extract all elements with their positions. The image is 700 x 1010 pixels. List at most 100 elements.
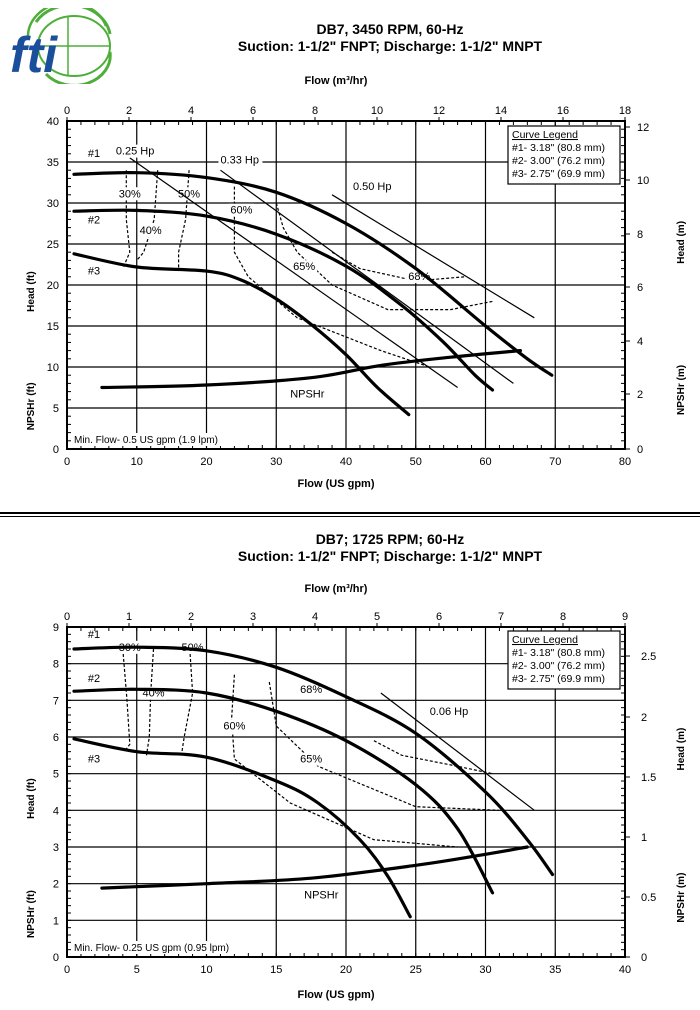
y2-axis-label-npshr: NPSHr (m) xyxy=(676,873,687,923)
right-tick-label: 8 xyxy=(637,229,643,241)
legend-title: Curve Legend xyxy=(512,634,578,646)
curve-legend: Curve Legend#1- 3.18" (80.8 mm)#2- 3.00"… xyxy=(507,125,621,185)
efficiency-label-bg xyxy=(298,752,325,766)
pump-curve xyxy=(72,645,555,877)
right-tick-label: 2 xyxy=(641,712,647,724)
efficiency-contour xyxy=(331,251,465,282)
x-tick-label: 40 xyxy=(619,964,631,976)
efficiency-label-bg xyxy=(137,224,164,238)
x-tick-label: 10 xyxy=(131,456,143,468)
y-axis-label-npshr: NPSHr (ft) xyxy=(26,890,37,938)
x-tick-label: 30 xyxy=(270,456,282,468)
chart1-subtitle: Suction: 1-1/2" FNPT; Discharge: 1-1/2" … xyxy=(237,38,543,54)
top-tick-label: 14 xyxy=(495,105,507,117)
right-tick-label: 4 xyxy=(637,336,643,348)
efficiency-contour xyxy=(230,674,458,848)
right-tick-label: 0.5 xyxy=(641,892,656,904)
y-tick-label: 4 xyxy=(53,805,59,817)
efficiency-label-bg xyxy=(221,719,248,733)
min-flow-note-bg xyxy=(71,433,247,446)
power-label-bg xyxy=(427,705,472,718)
x-tick-label: 50 xyxy=(410,456,422,468)
y-tick-label: 3 xyxy=(53,842,59,854)
efficiency-label: 30% xyxy=(119,188,141,200)
x-tick-label: 80 xyxy=(619,456,631,468)
x-tick-label: 15 xyxy=(270,964,282,976)
x-tick-label: 25 xyxy=(410,964,422,976)
top-tick-label: 4 xyxy=(188,105,194,117)
efficiency-contour xyxy=(145,648,155,756)
top-tick-label: 7 xyxy=(498,611,504,623)
efficiency-label: 50% xyxy=(178,188,200,200)
min-flow-note: Min. Flow- 0.5 US gpm (1.9 lpm) xyxy=(74,435,218,446)
y-tick-label: 25 xyxy=(47,239,59,251)
efficiency-label-bg xyxy=(298,683,325,696)
efficiency-contour xyxy=(122,648,131,753)
curve-label: #2 xyxy=(88,215,100,227)
top-tick-label: 2 xyxy=(126,105,132,117)
x-axis-label: Flow (US gpm) xyxy=(298,989,375,1001)
x-tick-label: 40 xyxy=(340,456,352,468)
minor-ticks xyxy=(66,120,626,450)
efficiency-contour xyxy=(233,186,430,368)
top-tick-label: 2 xyxy=(188,611,194,623)
power-label-bg xyxy=(350,179,395,193)
power-line xyxy=(380,692,535,811)
power-label: 0.50 Hp xyxy=(353,181,392,193)
y-tick-label: 10 xyxy=(47,362,59,374)
top-tick-label: 0 xyxy=(64,105,70,117)
pump-curve xyxy=(72,170,554,377)
y-tick-label: 5 xyxy=(53,769,59,781)
efficiency-label-bg xyxy=(176,187,203,201)
top-tick-label: 10 xyxy=(371,105,383,117)
right-tick-label: 2.5 xyxy=(641,651,656,663)
x-tick-label: 70 xyxy=(549,456,561,468)
top-tick-label: 6 xyxy=(436,611,442,623)
top-tick-label: 0 xyxy=(64,611,70,623)
efficiency-label: 60% xyxy=(230,205,252,217)
top-tick-label: 8 xyxy=(560,611,566,623)
top-tick-label: 18 xyxy=(619,105,631,117)
y-tick-label: 0 xyxy=(53,444,59,456)
y-tick-label: 5 xyxy=(53,403,59,415)
pump-curve xyxy=(72,737,412,919)
top-tick-label: 12 xyxy=(433,105,445,117)
legend-box xyxy=(507,125,621,185)
efficiency-label: 40% xyxy=(140,225,162,237)
y2-axis-label-head: Head (m) xyxy=(676,221,687,264)
curve-label: #1 xyxy=(88,629,100,641)
top-tick-label: 9 xyxy=(622,611,628,623)
efficiency-contour xyxy=(275,202,493,311)
y-tick-label: 7 xyxy=(53,695,59,707)
x-tick-label: 60 xyxy=(479,456,491,468)
chart1-title: DB7, 3450 RPM, 60-Hz xyxy=(316,21,464,37)
min-flow-note-bg xyxy=(71,941,247,954)
power-label: 0.06 Hp xyxy=(430,706,469,718)
npshr-label: NPSHr xyxy=(290,388,325,400)
efficiency-label: 68% xyxy=(300,684,322,696)
right-tick-label: 1.5 xyxy=(641,772,656,784)
legend-box xyxy=(507,630,621,690)
pump-curve xyxy=(72,252,411,417)
legend-entry: #1- 3.18" (80.8 mm) xyxy=(512,142,605,154)
y-tick-label: 30 xyxy=(47,198,59,210)
efficiency-label-bg xyxy=(406,270,433,284)
y-axis-label-head: Head (ft) xyxy=(26,271,37,312)
x-tick-label: 35 xyxy=(549,964,561,976)
npshr-label: NPSHr xyxy=(304,889,339,901)
top-tick-label: 8 xyxy=(312,105,318,117)
power-label-bg xyxy=(218,153,263,167)
logo-text: fti xyxy=(10,27,58,83)
x-tick-label: 5 xyxy=(134,964,140,976)
pump-curve xyxy=(72,687,495,895)
y-tick-label: 0 xyxy=(53,952,59,964)
x-tick-label: 20 xyxy=(200,456,212,468)
x-tick-label: 20 xyxy=(340,964,352,976)
y2-axis-label-npshr: NPSHr (m) xyxy=(676,365,687,415)
curve-label: #2 xyxy=(88,673,100,685)
power-line xyxy=(331,194,535,319)
y-tick-label: 8 xyxy=(53,659,59,671)
efficiency-contour xyxy=(178,170,190,269)
